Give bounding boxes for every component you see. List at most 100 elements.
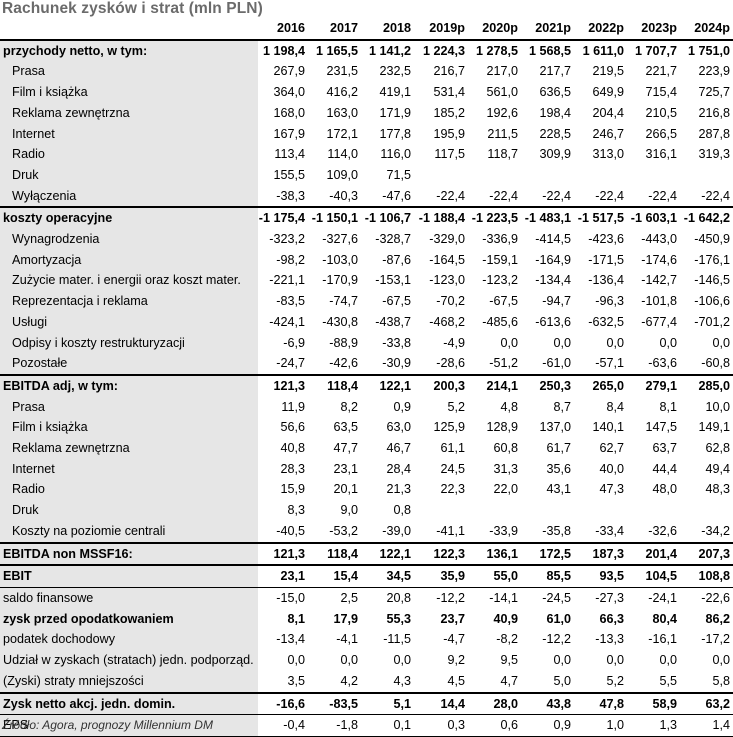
row-label: Radio [0, 144, 258, 165]
value-cell: -424,1 [269, 314, 305, 329]
value-cell: 187,3 [574, 541, 627, 566]
value-cell: 55,3 [386, 611, 411, 626]
table-row: Film i książka 56,6 63,5 63,0 125,9 128,9 137,… [0, 417, 733, 439]
value-cell: 28,3 [280, 461, 305, 476]
value-cell: 0,9 [521, 714, 574, 737]
value-cell: 1 224,3 [414, 38, 468, 62]
value-cell: 34,5 [361, 564, 414, 588]
header-year: 2016 [258, 18, 308, 41]
value-cell: 47,7 [333, 441, 358, 456]
row-label: (Zyski) straty mniejszości [0, 670, 258, 693]
value-cell: 93,5 [574, 564, 627, 588]
table-row: EPS -0,4 -1,8 0,1 0,3 0,6 0,9 1,0 1,3 1,4 [0, 714, 733, 737]
table-row: Film i książka 364,0 416,2 419,1 531,4 561,0 6… [0, 82, 733, 103]
value-cell: 416,2 [326, 85, 358, 100]
value-cell [468, 165, 521, 186]
value-cell: 172,5 [521, 541, 574, 566]
value-cell: 4,5 [447, 673, 465, 688]
header-year: 2017 [308, 18, 361, 41]
value-cell: -98,2 [276, 252, 305, 267]
value-cell: -42,6 [329, 356, 358, 371]
row-label: Usługi [0, 311, 258, 333]
value-cell: -15,0 [258, 586, 308, 609]
row-label: Zysk netto akcj. jedn. domin. [0, 691, 258, 715]
value-cell: -430,8 [322, 314, 358, 329]
value-cell: 5,2 [606, 673, 624, 688]
value-cell: 61,7 [546, 441, 571, 456]
value-cell: 0,0 [659, 335, 677, 350]
table-row: Internet 28,3 23,1 28,4 24,5 31,3 35,6 40,0 44,4… [0, 458, 733, 480]
value-cell: 155,5 [273, 167, 305, 182]
table-row: Reprezentacja i reklama -83,5 -74,7 -67,5 -7… [0, 291, 733, 312]
value-cell: -159,1 [482, 252, 518, 267]
value-cell: 121,3 [258, 373, 308, 397]
value-cell: 122,1 [361, 373, 414, 397]
value-cell: 168,0 [273, 105, 305, 120]
value-cell: 223,9 [698, 64, 730, 79]
table-row: Radio 113,4 114,0 116,0 117,5 118,7 309,9 313,0… [0, 144, 733, 165]
value-cell: 1 141,2 [361, 38, 414, 62]
value-cell [574, 500, 627, 521]
value-cell: 147,5 [645, 420, 677, 435]
value-cell: 216,7 [433, 64, 465, 79]
value-cell: 5,2 [447, 399, 465, 414]
value-cell: 11,9 [281, 399, 305, 414]
value-cell: 200,3 [414, 373, 468, 397]
value-cell: 31,3 [493, 461, 518, 476]
row-label: Wyłączenia [0, 185, 258, 208]
table-row: Reklama zewnętrzna 168,0 163,0 171,9 185,2 19… [0, 102, 733, 124]
value-cell: -328,7 [375, 232, 411, 247]
value-cell: 364,0 [273, 85, 305, 100]
value-cell: 118,7 [487, 147, 518, 162]
value-cell: -27,3 [574, 586, 627, 609]
value-cell: -61,0 [542, 356, 571, 371]
value-cell: 22,0 [493, 482, 518, 497]
table-row: (Zyski) straty mniejszości 3,5 4,2 4,3 4,5 4,… [0, 670, 733, 693]
source-note: Źródło: Agora, prognozy Millennium DM [2, 718, 213, 732]
value-cell: 5,8 [712, 673, 730, 688]
table-row: Zużycie mater. i energii oraz koszt mate… [0, 270, 733, 292]
value-cell: 48,3 [705, 482, 730, 497]
row-label: koszty operacyjne [0, 206, 258, 230]
value-cell: -1 223,5 [468, 206, 521, 230]
row-label: Amortyzacja [0, 249, 258, 271]
value-cell: 279,1 [627, 373, 680, 397]
value-cell: 9,2 [447, 653, 465, 668]
row-label: Zużycie mater. i energii oraz koszt mate… [0, 270, 258, 292]
value-cell: 1 568,5 [521, 38, 574, 62]
value-cell: 5,1 [361, 691, 414, 715]
row-label: podatek dochodowy [0, 629, 258, 651]
value-cell: -176,1 [694, 252, 730, 267]
row-label: Prasa [0, 61, 258, 83]
value-cell [574, 165, 627, 186]
value-cell: -174,6 [641, 252, 677, 267]
value-cell: -41,1 [436, 523, 465, 538]
value-cell: 86,2 [705, 611, 730, 626]
value-cell: 9,0 [340, 503, 358, 518]
row-label: Reklama zewnętrzna [0, 438, 258, 459]
value-cell: 35,9 [414, 564, 468, 588]
value-cell: -24,1 [627, 586, 680, 609]
value-cell: -63,6 [648, 356, 677, 371]
value-cell: -22,4 [489, 188, 518, 203]
value-cell: 316,1 [645, 147, 677, 162]
header-year: 2019p [414, 18, 468, 41]
value-cell: -485,6 [482, 314, 518, 329]
value-cell: -24,5 [521, 586, 574, 609]
header-row: 2016 2017 2018 2019p 2020p 2021p 2022p 2… [0, 18, 733, 41]
value-cell: -22,4 [542, 188, 571, 203]
value-cell: 80,4 [652, 611, 677, 626]
value-cell: -450,9 [694, 232, 730, 247]
value-cell: 0,0 [340, 653, 358, 668]
value-cell: 17,9 [333, 611, 358, 626]
value-cell: 43,8 [521, 691, 574, 715]
header-label [0, 18, 258, 41]
value-cell: 0,8 [393, 503, 411, 518]
row-label: Udział w zyskach (stratach) jedn. podpor… [0, 650, 258, 671]
value-cell [414, 500, 468, 521]
income-statement-table: 2016 2017 2018 2019p 2020p 2021p 2022p 2… [0, 18, 733, 737]
value-cell: -16,1 [648, 632, 677, 647]
value-cell: 0,0 [500, 335, 518, 350]
value-cell: -468,2 [429, 314, 465, 329]
table-row: EBITDA adj, w tym: 121,3 118,4 122,1 200,3 21… [0, 373, 733, 397]
